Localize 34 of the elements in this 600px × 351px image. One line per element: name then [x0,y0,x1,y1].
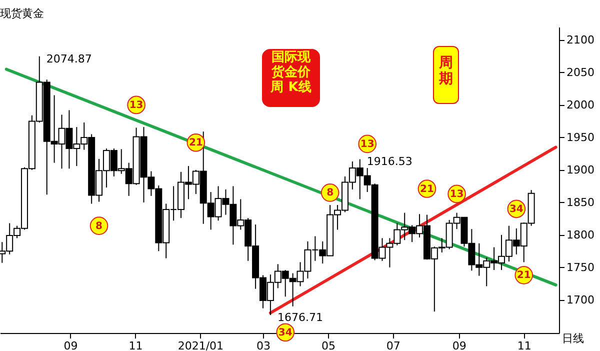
text: 日线 [562,332,584,346]
y-tick-label: 2000 [566,98,594,112]
annotation: 13 [360,138,374,150]
annotation: 国际现货金价周 K线 [262,49,320,107]
annotation: 13 [450,188,464,200]
y-tick-label: 1750 [566,260,594,274]
x-tick-label: 09 [64,340,78,351]
y-tick-label: 1950 [566,130,594,144]
y-tick-label: 2050 [566,66,594,79]
annotation: 21 [188,138,203,149]
annotation: 8 [326,188,334,199]
y-tick-label: 1850 [566,196,594,209]
y-tick-label: 2100 [566,33,594,46]
y-tick-label: 1800 [566,228,594,242]
annotation: 21 [516,270,531,282]
x-tick-label: 11 [517,340,532,351]
annotation: 周期 [433,46,459,104]
annotation: 13 [129,100,144,111]
x-tick-label: 03 [256,340,270,351]
x-tick-label: 09 [452,340,466,351]
chart-title: 现货黄金 [0,7,44,20]
x-tick-label: 07 [386,340,400,351]
x-tick-label: 11 [128,340,143,351]
x-tick-label: 2021/01 [178,340,224,351]
annotation: 1916.53 [366,155,412,168]
annotation: 8 [96,220,103,232]
annotation: 21 [420,184,434,195]
y-tick-label: 1900 [566,163,594,176]
annotation: 2074.87 [46,52,92,66]
annotation: 34 [278,327,292,338]
y-tick-label: 1700 [566,293,594,306]
x-tick-label: 05 [321,340,336,351]
annotation: 1676.71 [277,310,323,324]
annotation: 34 [509,204,524,215]
